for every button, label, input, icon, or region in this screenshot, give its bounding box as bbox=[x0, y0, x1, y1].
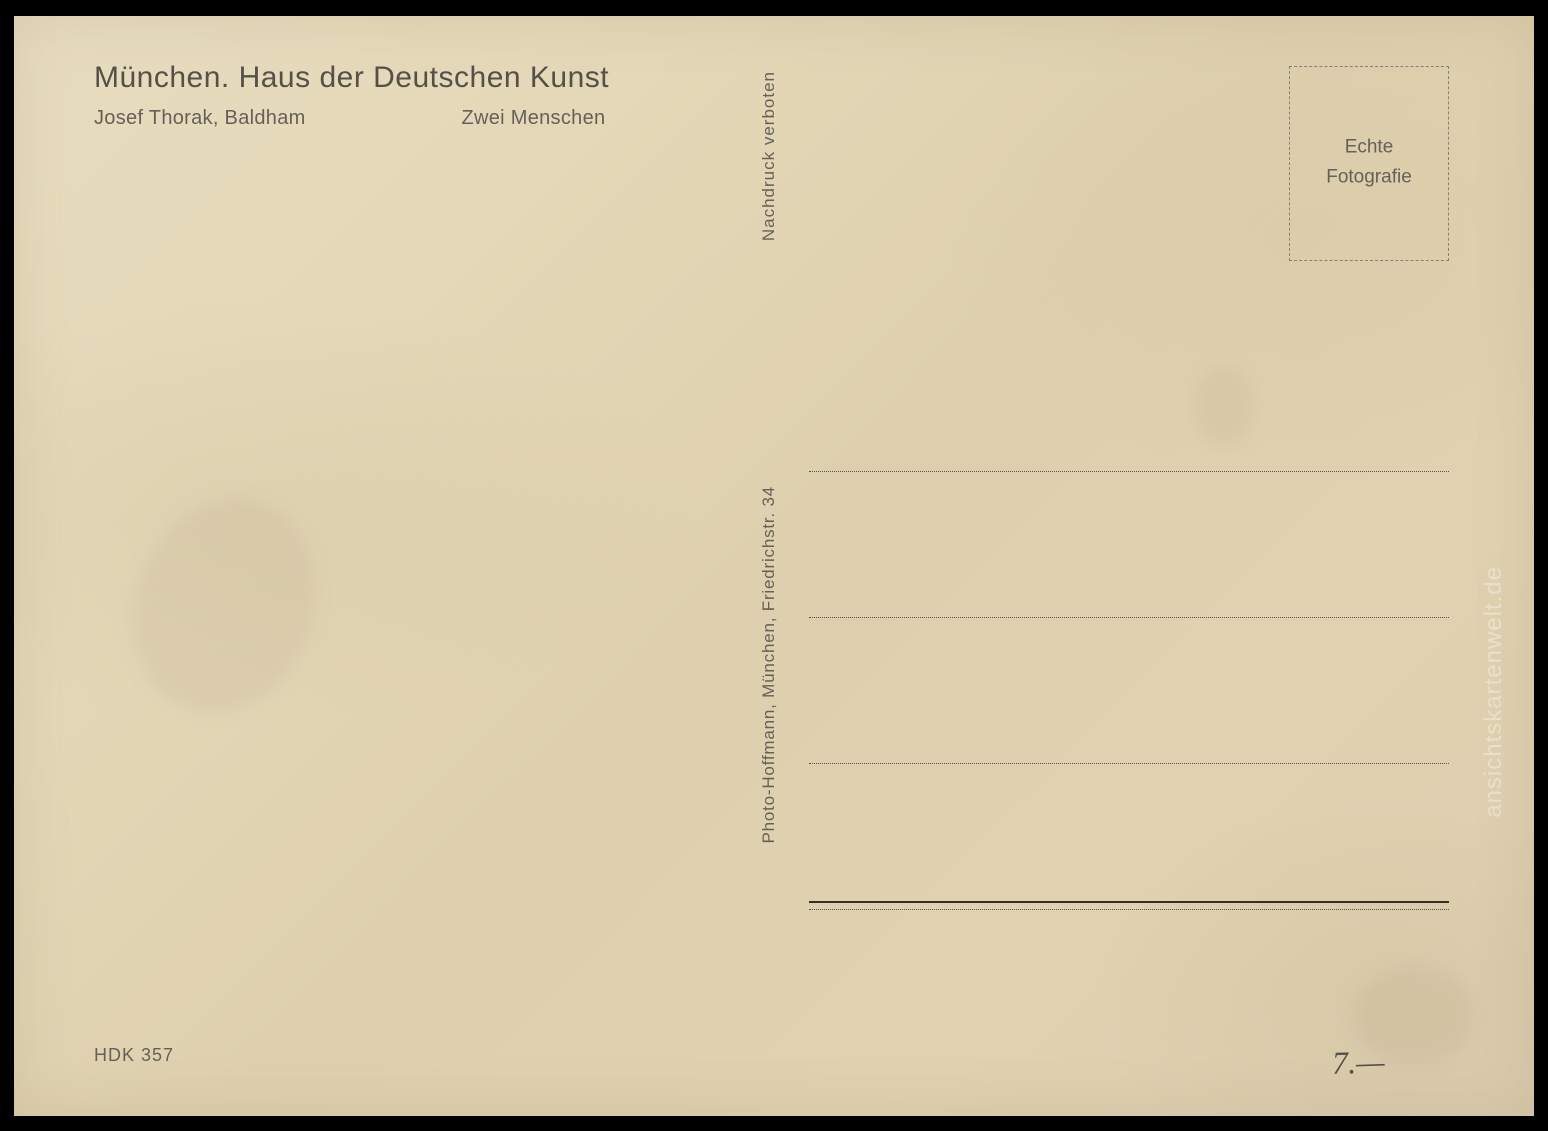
scan-watermark: ansichtskartenwelt.de bbox=[1480, 566, 1508, 818]
stamp-text-line2: Fotografie bbox=[1326, 167, 1412, 188]
address-line bbox=[809, 763, 1449, 764]
stamp-label: Echte Fotografie bbox=[1326, 133, 1412, 194]
location-title: München. Haus der Deutschen Kunst bbox=[94, 61, 609, 95]
stamp-placeholder: Echte Fotografie bbox=[1289, 66, 1449, 261]
aging-mark bbox=[1194, 366, 1254, 446]
artwork-title: Zwei Menschen bbox=[461, 107, 605, 130]
address-line bbox=[809, 471, 1449, 472]
catalog-code: HDK 357 bbox=[94, 1045, 174, 1066]
postcard-back: München. Haus der Deutschen Kunst Josef … bbox=[14, 16, 1534, 1116]
handwritten-price: 7.— bbox=[1331, 1043, 1385, 1082]
artwork-credit: Josef Thorak, Baldham Zwei Menschen bbox=[94, 107, 609, 130]
header-block: München. Haus der Deutschen Kunst Josef … bbox=[94, 61, 609, 130]
address-underline bbox=[809, 901, 1449, 903]
address-area bbox=[809, 471, 1449, 910]
artist-name: Josef Thorak, Baldham bbox=[94, 107, 306, 130]
address-line bbox=[809, 909, 1449, 910]
publisher-credit: Photo-Hoffmann, München, Friedrichstr. 3… bbox=[759, 486, 779, 844]
aging-mark bbox=[102, 471, 346, 739]
address-line bbox=[809, 617, 1449, 618]
stamp-text-line1: Echte bbox=[1345, 137, 1394, 158]
copyright-notice: Nachdruck verboten bbox=[759, 71, 779, 241]
